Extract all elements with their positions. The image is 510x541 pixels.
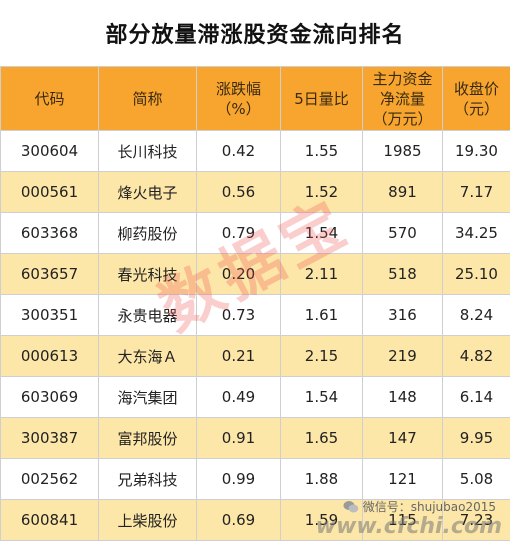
cell-name: 上柴股份 — [98, 499, 197, 541]
cell-change: 0.69 — [196, 499, 281, 541]
cell-flow: 115 — [362, 499, 443, 541]
table-row: 000561 烽火电子 0.56 1.52 891 7.17 — [0, 171, 510, 213]
cell-name: 海汽集团 — [98, 376, 197, 418]
cell-name: 大东海Ａ — [98, 335, 197, 377]
cell-ratio: 1.54 — [280, 376, 363, 418]
cell-ratio: 2.11 — [280, 253, 363, 295]
cell-code: 000561 — [0, 171, 99, 213]
cell-close: 5.08 — [442, 458, 510, 500]
table-row: 300351 永贵电器 0.73 1.61 316 8.24 — [0, 294, 510, 336]
cell-close: 19.30 — [442, 130, 510, 172]
table-row: 300387 富邦股份 0.91 1.65 147 9.95 — [0, 417, 510, 459]
cell-code: 000613 — [0, 335, 99, 377]
cell-change: 0.91 — [196, 417, 281, 459]
cell-ratio: 1.54 — [280, 212, 363, 254]
header-volume-ratio: 5日量比 — [280, 66, 363, 131]
cell-flow: 316 — [362, 294, 443, 336]
cell-flow: 219 — [362, 335, 443, 377]
cell-flow: 121 — [362, 458, 443, 500]
table-row: 603657 春光科技 0.20 2.11 518 25.10 — [0, 253, 510, 295]
table-header-row: 代码 简称 涨跌幅 （%） 5日量比 主力资金 净流量 （万元） 收盘价 （元） — [0, 66, 510, 131]
cell-code: 603657 — [0, 253, 99, 295]
cell-name: 柳药股份 — [98, 212, 197, 254]
table-row: 002562 兄弟科技 0.99 1.88 121 5.08 — [0, 458, 510, 500]
cell-ratio: 1.52 — [280, 171, 363, 213]
header-code: 代码 — [0, 66, 99, 131]
cell-name: 长川科技 — [98, 130, 197, 172]
cell-ratio: 1.65 — [280, 417, 363, 459]
cell-name: 永贵电器 — [98, 294, 197, 336]
cell-name: 春光科技 — [98, 253, 197, 295]
cell-change: 0.20 — [196, 253, 281, 295]
cell-change: 0.99 — [196, 458, 281, 500]
cell-ratio: 1.61 — [280, 294, 363, 336]
table-row: 603368 柳药股份 0.79 1.54 570 34.25 — [0, 212, 510, 254]
cell-change: 0.49 — [196, 376, 281, 418]
header-change: 涨跌幅 （%） — [196, 66, 281, 131]
cell-ratio: 1.59 — [280, 499, 363, 541]
cell-code: 603368 — [0, 212, 99, 254]
cell-code: 603069 — [0, 376, 99, 418]
page-title: 部分放量滞涨股资金流向排名 — [105, 23, 405, 48]
cell-change: 0.56 — [196, 171, 281, 213]
cell-close: 6.14 — [442, 376, 510, 418]
fund-flow-table: 代码 简称 涨跌幅 （%） 5日量比 主力资金 净流量 （万元） 收盘价 （元） 300… — [0, 66, 510, 541]
table-row: 603069 海汽集团 0.49 1.54 148 6.14 — [0, 376, 510, 418]
table-row: 300604 长川科技 0.42 1.55 1985 19.30 — [0, 130, 510, 172]
cell-code: 300604 — [0, 130, 99, 172]
cell-close: 9.95 — [442, 417, 510, 459]
cell-flow: 518 — [362, 253, 443, 295]
cell-name: 兄弟科技 — [98, 458, 197, 500]
cell-close: 25.10 — [442, 253, 510, 295]
cell-close: 7.17 — [442, 171, 510, 213]
cell-code: 002562 — [0, 458, 99, 500]
cell-ratio: 1.88 — [280, 458, 363, 500]
cell-ratio: 2.15 — [280, 335, 363, 377]
header-name: 简称 — [98, 66, 197, 131]
table-row: 600841 上柴股份 0.69 1.59 115 7.23 — [0, 499, 510, 541]
cell-change: 0.73 — [196, 294, 281, 336]
cell-name: 富邦股份 — [98, 417, 197, 459]
cell-name: 烽火电子 — [98, 171, 197, 213]
header-close: 收盘价 （元） — [442, 66, 510, 131]
cell-flow: 147 — [362, 417, 443, 459]
cell-flow: 1985 — [362, 130, 443, 172]
cell-flow: 148 — [362, 376, 443, 418]
cell-close: 7.23 — [442, 499, 510, 541]
cell-change: 0.42 — [196, 130, 281, 172]
cell-close: 34.25 — [442, 212, 510, 254]
cell-change: 0.79 — [196, 212, 281, 254]
cell-code: 300387 — [0, 417, 99, 459]
cell-flow: 891 — [362, 171, 443, 213]
header-net-flow: 主力资金 净流量 （万元） — [362, 66, 443, 131]
cell-ratio: 1.55 — [280, 130, 363, 172]
cell-close: 4.82 — [442, 335, 510, 377]
cell-code: 600841 — [0, 499, 99, 541]
cell-flow: 570 — [362, 212, 443, 254]
cell-code: 300351 — [0, 294, 99, 336]
table-row: 000613 大东海Ａ 0.21 2.15 219 4.82 — [0, 335, 510, 377]
cell-change: 0.21 — [196, 335, 281, 377]
cell-close: 8.24 — [442, 294, 510, 336]
